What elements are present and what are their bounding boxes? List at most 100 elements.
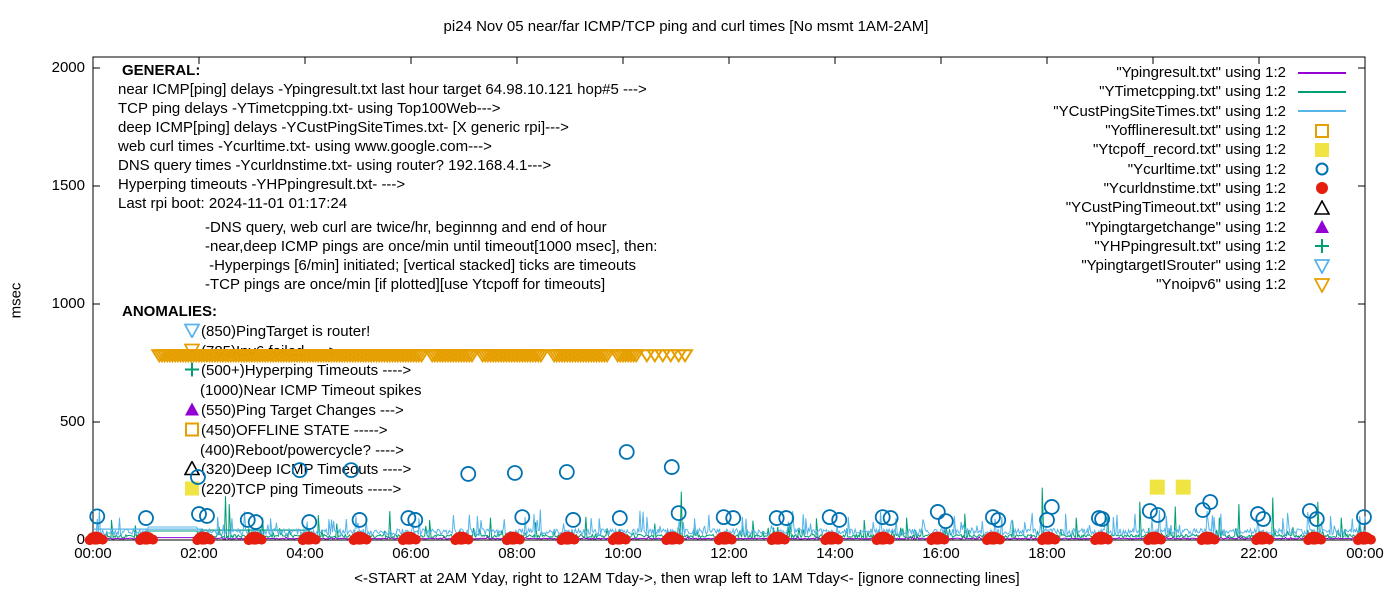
x-tick-label: 10:00	[604, 545, 642, 562]
general-subline: -near,deep ICMP pings are once/min until…	[205, 238, 658, 255]
point-Ycurltime.txt	[1094, 511, 1111, 527]
legend-entry: "YCustPingTimeout.txt" using 1:2	[1053, 198, 1350, 217]
point-Ynoipv6	[532, 349, 550, 364]
point-Ynoipv6	[619, 349, 638, 364]
anomaly-text: (400)Reboot/powercycle? ---->	[200, 441, 404, 459]
point-Ynoipv6	[463, 349, 481, 364]
y-tick-label: 2000	[51, 59, 85, 76]
point-Ycurltime.txt	[874, 509, 891, 526]
y-axis-label: msec	[7, 282, 25, 319]
point-Ynoipv6	[510, 349, 529, 364]
legend-entry: "Ynoipv6" using 1:2	[1053, 275, 1350, 294]
tri-up-filled-icon	[184, 402, 200, 417]
point-Ynoipv6	[489, 349, 508, 364]
anomaly-text: (450)OFFLINE STATE ----->	[201, 421, 388, 439]
point-Ynoipv6	[529, 349, 548, 364]
y-tick-label: 1000	[51, 295, 85, 312]
x-tick-label: 04:00	[286, 545, 324, 562]
point-Ycurltime.txt	[558, 464, 575, 480]
circle-open-icon	[1294, 161, 1350, 177]
point-Ynoipv6	[563, 349, 582, 364]
point-Ynoipv6	[545, 349, 563, 364]
x-tick-label: 00:00	[74, 545, 112, 562]
point-Ynoipv6	[428, 349, 447, 364]
point-Ycurltime.txt	[1301, 503, 1318, 519]
point-Ycurltime.txt	[768, 510, 785, 526]
point-Ycurltime.txt	[506, 465, 523, 481]
point-Ynoipv6	[505, 349, 524, 364]
point-Ynoipv6	[571, 349, 590, 364]
point-Ycurldnstime.txt	[452, 531, 471, 545]
point-Ynoipv6	[579, 349, 598, 364]
point-Ycurltime.txt	[1356, 509, 1372, 526]
legend-label: "Yofflineresult.txt" using 1:2	[1105, 122, 1286, 140]
point-Ynoipv6	[585, 349, 603, 364]
point-Ynoipv6	[513, 349, 532, 364]
point-Ycurldnstime.txt	[503, 531, 522, 545]
general-subline: -Hyperpings [6/min] initiated; [vertical…	[205, 257, 637, 274]
series-YCustPingSiteTimes.txt	[92, 508, 1366, 538]
point-Ynoipv6	[547, 349, 566, 364]
x-tick-label: 20:00	[1134, 545, 1172, 562]
point-Ynoipv6	[502, 349, 521, 364]
point-Ynoipv6	[676, 349, 694, 364]
point-Ycurltime.txt	[239, 512, 256, 528]
point-Ycurltime.txt	[460, 466, 477, 482]
x-tick-label: 18:00	[1028, 545, 1066, 562]
point-Ycurltime.txt	[929, 504, 946, 520]
point-Ynoipv6	[436, 349, 455, 364]
general-line: near ICMP[ping] delays -Ypingresult.txt …	[118, 81, 647, 98]
point-Ynoipv6	[481, 349, 500, 364]
legend-label: "Ypingtargetchange" using 1:2	[1085, 218, 1286, 236]
point-Ynoipv6	[550, 349, 569, 364]
y-tick-label: 0	[76, 531, 85, 548]
legend: "Ypingresult.txt" using 1:2 "YTimetcpping…	[1053, 63, 1350, 295]
point-Ycurldnstime.txt	[350, 531, 369, 545]
point-Ynoipv6	[473, 349, 492, 364]
point-Ycurltime.txt	[565, 512, 582, 528]
general-line: deep ICMP[ping] delays -YCustPingSiteTim…	[118, 119, 569, 136]
legend-label: "YTimetcpping.txt" using 1:2	[1099, 83, 1286, 101]
point-Ynoipv6	[577, 349, 595, 364]
point-Ynoipv6	[624, 349, 643, 364]
point-Ycurldnstime.txt	[299, 531, 318, 545]
x-tick-label: 02:00	[180, 545, 218, 562]
general-line: Last rpi boot: 2024-11-01 01:17:24	[118, 195, 348, 212]
point-Ycurldnstime.txt	[137, 531, 155, 545]
legend-label: "Ytcpoff_record.txt" using 1:2	[1093, 141, 1286, 159]
point-Ynoipv6	[444, 349, 463, 364]
x-tick-label: 16:00	[922, 545, 960, 562]
point-Ycurldnstime.txt	[1354, 531, 1373, 545]
point-Ycurldnstime.txt	[873, 531, 892, 545]
tri-up-filled-icon	[1294, 219, 1350, 235]
point-Ynoipv6	[500, 349, 518, 364]
legend-label: "Ynoipv6" using 1:2	[1156, 276, 1286, 294]
point-Ynoipv6	[561, 349, 579, 364]
point-Ynoipv6	[426, 349, 444, 364]
general-line: DNS query times -Ycurldnstime.txt- using…	[118, 157, 552, 174]
point-Ycurltime.txt	[1194, 502, 1211, 518]
point-Ynoipv6	[457, 349, 476, 364]
square-filled-icon	[184, 481, 200, 496]
anomaly-line: (220)TCP ping Timeouts ----->	[184, 480, 421, 500]
line-icon	[1294, 84, 1350, 100]
point-Ytcpoff_record.txt	[1149, 479, 1165, 495]
point-Ycurldnstime.txt	[1145, 531, 1164, 545]
legend-entry: "Ytcpoff_record.txt" using 1:2	[1053, 140, 1350, 159]
anomaly-line: (550)Ping Target Changes --->	[184, 401, 421, 421]
point-Ynoipv6	[439, 349, 457, 364]
anomaly-line: (450)OFFLINE STATE ----->	[184, 421, 421, 441]
point-Ycurltime.txt	[663, 459, 680, 475]
point-Ycurldnstime.txt	[1198, 531, 1217, 545]
point-Ycurltime.txt	[882, 510, 899, 526]
general-line: TCP ping delays -YTimetcpping.txt- using…	[118, 100, 501, 117]
general-notes-block: GENERAL: near ICMP[ping] delays -Ypingre…	[118, 61, 657, 294]
point-Ynoipv6	[598, 349, 616, 364]
square-filled-icon	[1294, 142, 1350, 158]
point-Ynoipv6	[526, 349, 545, 364]
line-icon	[1294, 103, 1350, 119]
point-Ynoipv6	[590, 349, 608, 364]
point-Ycurldnstime.txt	[86, 531, 105, 545]
point-Ycurltime.txt	[1255, 511, 1272, 527]
